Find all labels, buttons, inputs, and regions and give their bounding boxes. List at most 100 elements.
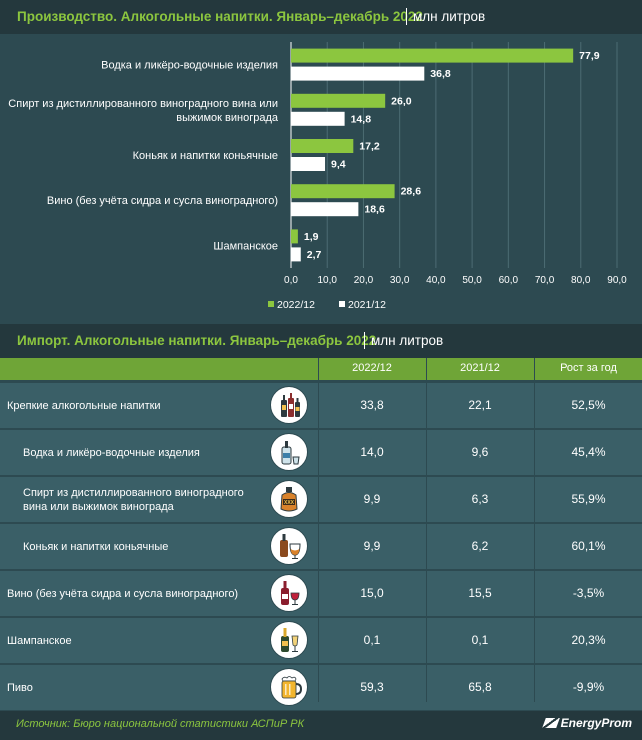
legend-swatch bbox=[339, 301, 345, 307]
value-2022: 33,8 bbox=[360, 398, 384, 412]
legend-label: 2021/12 bbox=[348, 299, 386, 311]
value-growth: 45,4% bbox=[571, 445, 606, 459]
x-tick-label: 30,0 bbox=[390, 275, 410, 286]
column-divider bbox=[318, 358, 319, 702]
category-label: Коньяк и напитки коньячные bbox=[133, 150, 278, 162]
category-label: выжимок винограда bbox=[176, 112, 279, 124]
value-2022: 14,0 bbox=[360, 445, 384, 459]
row-label: Вино (без учёта сидра и сусла виноградно… bbox=[7, 587, 239, 600]
table-row: Вино (без учёта сидра и сусла виноградно… bbox=[0, 571, 642, 616]
column-header-2021: 2021/12 bbox=[460, 362, 500, 374]
x-tick-label: 10,0 bbox=[317, 275, 337, 286]
value-2021: 15,5 bbox=[468, 586, 492, 600]
data-label: 36,8 bbox=[430, 68, 451, 80]
table-row: Шампанское 0,1 0,1 20,3% bbox=[0, 618, 642, 663]
x-tick-label: 20,0 bbox=[354, 275, 374, 286]
value-growth: 52,5% bbox=[571, 398, 606, 412]
legend-label: 2022/12 bbox=[277, 299, 315, 311]
data-label: 18,6 bbox=[364, 204, 385, 216]
brand-logo: EnergyProm bbox=[541, 716, 632, 730]
source-note: Источник: Бюро национальной статистики А… bbox=[16, 718, 305, 730]
xxx-jug-icon: XXX bbox=[270, 480, 308, 518]
value-2021: 65,8 bbox=[468, 680, 492, 694]
wine-bottle-icon bbox=[270, 574, 308, 612]
champagne-icon bbox=[270, 621, 308, 659]
spirits-bottles-icon bbox=[270, 386, 308, 424]
category-label: Шампанское bbox=[213, 240, 278, 252]
bar bbox=[291, 93, 386, 108]
header-separator bbox=[406, 8, 407, 25]
value-growth: 20,3% bbox=[571, 633, 606, 647]
bar bbox=[291, 48, 574, 63]
row-label: Шампанское bbox=[7, 634, 72, 647]
data-label: 9,4 bbox=[331, 159, 346, 171]
column-header-2022: 2022/12 bbox=[352, 362, 392, 374]
bar bbox=[291, 66, 425, 81]
value-2021: 6,2 bbox=[471, 539, 489, 553]
x-tick-label: 60,0 bbox=[499, 275, 519, 286]
x-tick-label: 40,0 bbox=[426, 275, 446, 286]
brand-name: EnergyProm bbox=[560, 716, 632, 730]
category-label: Спирт из дистиллированного виноградного … bbox=[8, 98, 278, 110]
value-2021: 6,3 bbox=[471, 492, 489, 506]
bar bbox=[291, 247, 301, 262]
bar bbox=[291, 229, 298, 244]
data-label: 77,9 bbox=[579, 50, 600, 62]
value-2022: 0,1 bbox=[363, 633, 381, 647]
footer: Источник: Бюро национальной статистики А… bbox=[0, 711, 642, 740]
value-2021: 0,1 bbox=[471, 633, 489, 647]
import-unit: млн литров bbox=[371, 333, 444, 348]
svg-text:XXX: XXX bbox=[284, 500, 295, 506]
data-label: 26,0 bbox=[391, 95, 412, 107]
production-title: Производство. Алкогольные напитки. Январ… bbox=[17, 9, 423, 24]
row-label: Коньяк и напитки коньячные bbox=[23, 540, 169, 553]
value-growth: 60,1% bbox=[571, 539, 606, 553]
category-label: Вино (без учёта сидра и сусла виноградно… bbox=[47, 195, 278, 207]
legend-swatch bbox=[268, 301, 274, 307]
bar bbox=[291, 157, 326, 171]
value-2022: 59,3 bbox=[360, 680, 384, 694]
row-label: Крепкие алкогольные напитки bbox=[7, 399, 161, 412]
value-growth: -3,5% bbox=[572, 586, 605, 600]
table-row: Коньяк и напитки коньячные 9,9 6,2 60,1% bbox=[0, 524, 642, 569]
import-title: Импорт. Алкогольные напитки. Январь–дека… bbox=[17, 333, 377, 348]
production-bar-chart: 0,0 10,0 20,0 30,0 40,0 50,0 60,0 70,0 80,0 90,0 7… bbox=[8, 42, 627, 311]
value-2021: 22,1 bbox=[468, 398, 492, 412]
data-label: 2,7 bbox=[307, 249, 322, 261]
table-row: Крепкие алкогольные напитки 33,8 22,1 52… bbox=[0, 383, 642, 428]
import-header: Импорт. Алкогольные напитки. Январь–дека… bbox=[0, 324, 642, 358]
data-label: 28,6 bbox=[401, 186, 422, 198]
value-growth: -9,9% bbox=[572, 680, 605, 694]
value-growth: 55,9% bbox=[571, 492, 606, 506]
row-label: Пиво bbox=[7, 681, 33, 694]
row-label: Спирт из дистиллированного виноградного … bbox=[23, 486, 244, 513]
category-label: Водка и ликёро-водочные изделия bbox=[101, 60, 278, 72]
brand-mark-icon bbox=[541, 718, 560, 728]
x-tick-label: 80,0 bbox=[571, 275, 591, 286]
import-table-header: 2022/12 2021/12 Рост за год bbox=[0, 358, 642, 380]
value-2022: 9,9 bbox=[363, 492, 381, 506]
value-2022: 9,9 bbox=[363, 539, 381, 553]
vodka-bottle-icon bbox=[270, 433, 308, 471]
x-tick-label: 90,0 bbox=[607, 275, 627, 286]
bar bbox=[291, 202, 359, 217]
cognac-glass-icon bbox=[270, 527, 308, 565]
column-header-growth: Рост за год bbox=[560, 362, 617, 374]
table-row: Пиво 59,3 65,8 -9,9% bbox=[0, 665, 642, 710]
data-label: 17,2 bbox=[359, 141, 380, 153]
x-tick-label: 50,0 bbox=[462, 275, 482, 286]
bar bbox=[291, 111, 345, 126]
data-label: 1,9 bbox=[304, 231, 319, 243]
production-unit: млн литров bbox=[413, 9, 486, 24]
x-tick-label: 0,0 bbox=[284, 275, 298, 286]
bar bbox=[291, 184, 395, 199]
table-row: Спирт из дистиллированного виноградного … bbox=[0, 477, 642, 522]
header-separator bbox=[364, 332, 365, 349]
value-2022: 15,0 bbox=[360, 586, 384, 600]
production-header: Производство. Алкогольные напитки. Январ… bbox=[0, 0, 642, 34]
column-divider bbox=[534, 358, 535, 702]
bar bbox=[291, 139, 354, 153]
column-divider bbox=[426, 358, 427, 702]
value-2021: 9,6 bbox=[471, 445, 489, 459]
x-tick-label: 70,0 bbox=[535, 275, 555, 286]
